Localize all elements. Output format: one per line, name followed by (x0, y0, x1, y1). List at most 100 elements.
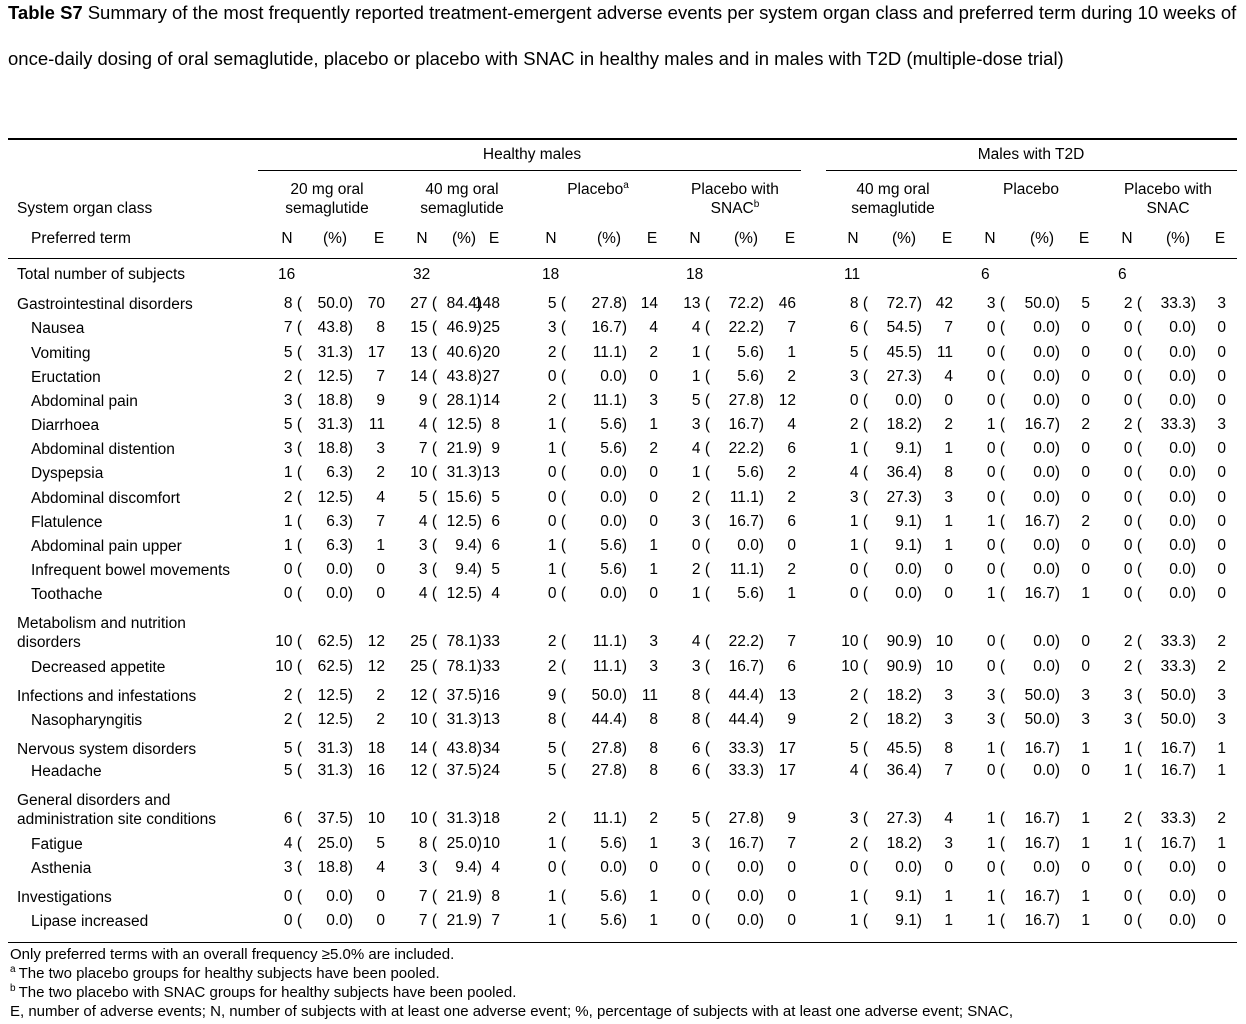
group-header: Males with T2D (977, 146, 1085, 163)
cell: 2 (649, 810, 658, 827)
cell: 22.2) (728, 633, 764, 650)
cell: 16.7) (1024, 585, 1060, 602)
cell: 0 ( (1123, 440, 1142, 457)
cell: 4 (376, 489, 385, 506)
cell: 0.0) (1033, 633, 1060, 650)
cell: 50.0) (1160, 687, 1196, 704)
cell: 0 (1081, 464, 1090, 481)
preferred-term: Toothache (31, 586, 103, 603)
cell: 36.4) (886, 464, 922, 481)
cell: 0.0) (600, 859, 627, 876)
cell: 1 ( (691, 368, 710, 385)
column-header: 40 mg oral semaglutide (401, 180, 523, 218)
cell: 2 (1217, 658, 1226, 675)
cell: 2 ( (691, 489, 710, 506)
cell: 18.2) (886, 711, 922, 728)
cell: 16.7) (1024, 835, 1060, 852)
top-rule (8, 138, 1237, 140)
cell: 12 (778, 392, 796, 409)
cell: 12 (367, 658, 385, 675)
cell: 33 (482, 633, 500, 650)
cell: 14 ( (410, 740, 437, 757)
cell: 15 ( (410, 319, 437, 336)
cell: 50.0) (1160, 711, 1196, 728)
cell: 0.0) (1033, 658, 1060, 675)
cell: 11 (368, 416, 385, 433)
cell: 11.1) (729, 489, 764, 506)
system-organ-class: Nervous system disorders (17, 741, 197, 758)
preferred-term: Dyspepsia (31, 465, 104, 482)
cell: 8 ( (691, 687, 710, 704)
cell: 0 (1217, 489, 1226, 506)
cell: 3 ( (418, 859, 437, 876)
cell: 8 (944, 740, 953, 757)
cell: 46 (778, 295, 796, 312)
cell: 25 (482, 319, 500, 336)
cell: 3 ( (283, 392, 302, 409)
cell: 1 ( (849, 440, 868, 457)
cell: 43.8) (446, 368, 482, 385)
cell: 0 (1217, 319, 1226, 336)
cell: 0.0) (1169, 912, 1196, 929)
cell: 9.1) (895, 912, 922, 929)
cell: 16.7) (1024, 888, 1060, 905)
cell: 9.1) (895, 440, 922, 457)
subheader: (%) (322, 230, 348, 247)
cell: 33.3) (1160, 416, 1196, 433)
cell: 4 (787, 416, 796, 433)
cell: 0 (1081, 762, 1090, 779)
cell: 0 ( (547, 368, 566, 385)
cell: 0 (787, 888, 796, 905)
cell: 11.1) (592, 344, 627, 361)
cell: 1 (376, 537, 385, 554)
cell: 27.8) (728, 810, 764, 827)
preferred-term: Abdominal discomfort (31, 490, 181, 507)
cell: 28.1) (446, 392, 482, 409)
cell: 1 (944, 888, 953, 905)
cell: 36.4) (886, 762, 922, 779)
cell: 148 (474, 295, 500, 312)
cell: 11.1) (592, 392, 627, 409)
cell: 9.4) (455, 537, 482, 554)
cell: 1 ( (283, 513, 302, 530)
cell: 42 (935, 295, 953, 312)
cell: 18 (367, 740, 385, 757)
cell: 50.0) (591, 687, 627, 704)
cell: 5.6) (600, 835, 627, 852)
cell: 0 (1081, 319, 1090, 336)
cell: 72.2) (728, 295, 764, 312)
cell: 1 ( (849, 537, 868, 554)
footnote-sup: b (10, 983, 16, 994)
cell: 31.3) (446, 464, 482, 481)
cell: 0 (376, 912, 385, 929)
cell: 3 (649, 392, 658, 409)
cell: 44.4) (591, 711, 627, 728)
cell: 0 (376, 888, 385, 905)
cell: 4 (944, 368, 953, 385)
column-header-text: Placebo with SNAC (1124, 181, 1212, 217)
cell: 10 ( (410, 464, 437, 481)
cell: 0.0) (895, 859, 922, 876)
cell: 78.1) (446, 633, 482, 650)
cell: 1 (787, 585, 796, 602)
cell: 27 (482, 368, 500, 385)
cell: 5.6) (600, 440, 627, 457)
cell: 0 ( (547, 489, 566, 506)
cell: 1 ( (547, 561, 566, 578)
cell: 5 ( (691, 810, 710, 827)
cell: 43.8) (446, 740, 482, 757)
cell: 0 (1217, 464, 1226, 481)
system-organ-class: Metabolism and nutrition disorders (17, 615, 186, 651)
cell: 1 ( (986, 740, 1005, 757)
cell: 78.1) (446, 658, 482, 675)
cell: 50.0) (1024, 295, 1060, 312)
cell: 25 ( (410, 633, 437, 650)
cell: 12.5) (446, 513, 482, 530)
cell: 0 ( (547, 859, 566, 876)
preferred-term: Nasopharyngitis (31, 712, 143, 729)
cell: 10 (935, 658, 953, 675)
cell: 6 (491, 513, 500, 530)
column-header: 40 mg oral semaglutide (832, 180, 954, 218)
cell: 5 ( (547, 740, 566, 757)
cell: 0 ( (849, 392, 868, 409)
